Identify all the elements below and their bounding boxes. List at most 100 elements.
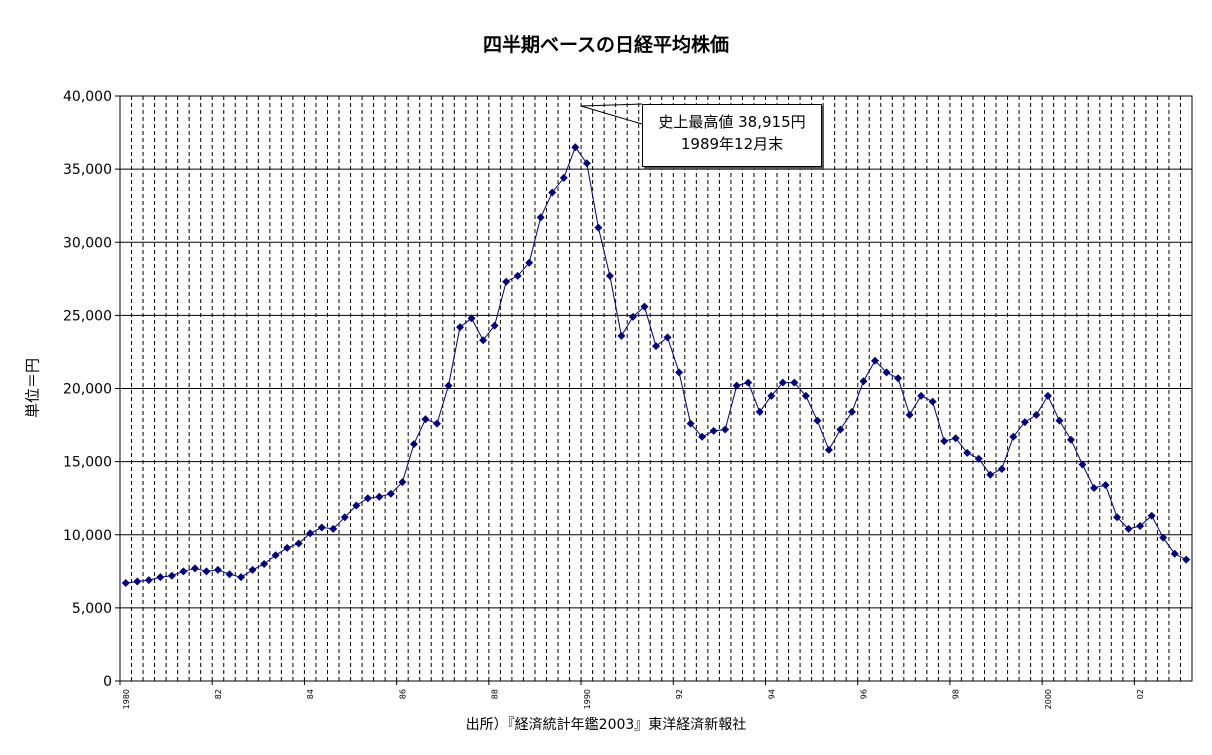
x-tick-label: 86 bbox=[398, 689, 407, 699]
x-tick-label: 2000 bbox=[1044, 689, 1053, 709]
data-point bbox=[467, 314, 476, 323]
data-point bbox=[213, 565, 222, 574]
data-point bbox=[859, 377, 868, 386]
data-point bbox=[1124, 524, 1133, 533]
data-point bbox=[836, 425, 845, 434]
x-tick-label: 84 bbox=[306, 689, 315, 699]
data-point bbox=[974, 454, 983, 463]
data-point bbox=[294, 539, 303, 548]
data-point bbox=[260, 560, 269, 568]
data-point bbox=[652, 342, 660, 351]
data-point bbox=[329, 524, 338, 533]
data-point bbox=[963, 448, 972, 457]
x-tick-label: 88 bbox=[491, 689, 500, 699]
peak-annotation-line1: 史上最高値 38,915円 bbox=[658, 113, 806, 131]
data-point bbox=[179, 567, 188, 576]
x-tick-label: 1980 bbox=[122, 689, 131, 709]
data-point bbox=[317, 523, 326, 532]
data-point bbox=[917, 391, 926, 400]
y-tick-label: 10,000 bbox=[63, 528, 112, 544]
data-point bbox=[409, 440, 418, 449]
data-point bbox=[1170, 549, 1179, 558]
data-point bbox=[271, 551, 280, 560]
data-point bbox=[144, 576, 153, 585]
data-point bbox=[767, 391, 776, 400]
data-point bbox=[352, 501, 361, 510]
data-point bbox=[502, 277, 511, 286]
data-point bbox=[813, 416, 822, 425]
data-point bbox=[605, 271, 614, 280]
data-point bbox=[190, 564, 199, 573]
y-tick-label: 35,000 bbox=[63, 162, 112, 178]
data-point bbox=[675, 368, 684, 377]
data-point bbox=[306, 529, 315, 538]
data-point bbox=[1066, 435, 1075, 444]
data-point bbox=[1090, 483, 1099, 492]
data-point bbox=[1043, 391, 1052, 400]
x-tick-label: 1990 bbox=[583, 689, 592, 709]
data-point bbox=[1147, 511, 1156, 520]
data-point bbox=[1055, 416, 1064, 425]
data-point bbox=[997, 464, 1006, 473]
data-point bbox=[628, 312, 637, 321]
data-point bbox=[513, 271, 522, 280]
data-point bbox=[1182, 555, 1191, 564]
data-point bbox=[617, 331, 626, 340]
data-point bbox=[986, 470, 995, 479]
y-tick-label: 15,000 bbox=[63, 455, 112, 471]
x-tick-label: 92 bbox=[675, 689, 684, 699]
data-point bbox=[167, 571, 176, 580]
data-point bbox=[709, 426, 718, 435]
data-point bbox=[1020, 418, 1029, 427]
series-line bbox=[125, 146, 1187, 584]
x-tick-label: 02 bbox=[1136, 689, 1145, 699]
data-point bbox=[479, 336, 488, 345]
data-point bbox=[571, 143, 580, 152]
data-point bbox=[156, 573, 165, 582]
data-point bbox=[133, 577, 142, 586]
data-point bbox=[894, 374, 903, 383]
data-point bbox=[928, 397, 937, 406]
data-point bbox=[283, 543, 292, 552]
data-point bbox=[744, 378, 753, 387]
data-point bbox=[951, 434, 960, 443]
data-point bbox=[340, 513, 349, 522]
data-point bbox=[536, 213, 545, 222]
data-point bbox=[1136, 521, 1145, 530]
data-point bbox=[363, 494, 372, 503]
data-point bbox=[398, 478, 407, 487]
data-point bbox=[698, 432, 707, 441]
data-point bbox=[225, 570, 234, 579]
data-point bbox=[640, 302, 649, 311]
x-tick-label: 94 bbox=[767, 689, 776, 699]
data-point bbox=[1113, 513, 1122, 522]
data-point bbox=[559, 173, 568, 182]
data-point bbox=[778, 378, 787, 387]
y-tick-label: 25,000 bbox=[63, 308, 112, 324]
data-point bbox=[721, 425, 730, 434]
callout-pointer bbox=[580, 105, 643, 125]
data-point bbox=[732, 381, 741, 390]
data-point bbox=[248, 565, 257, 574]
y-tick-label: 0 bbox=[103, 674, 112, 690]
data-point bbox=[582, 159, 591, 168]
chart-title: 四半期ベースの日経平均株価 bbox=[482, 34, 730, 56]
peak-annotation-line2: 1989年12月末 bbox=[680, 135, 784, 153]
data-point bbox=[525, 258, 534, 267]
data-point bbox=[386, 489, 395, 498]
data-point bbox=[1032, 410, 1041, 419]
data-point bbox=[790, 378, 799, 387]
x-tick-label: 82 bbox=[214, 689, 223, 699]
x-tick-label: 98 bbox=[952, 689, 961, 699]
data-point bbox=[1101, 481, 1110, 490]
data-point bbox=[375, 492, 384, 501]
peak-annotation: 史上最高値 38,915円 1989年12月末 bbox=[642, 104, 822, 167]
y-tick-label: 20,000 bbox=[63, 382, 112, 398]
data-point bbox=[594, 223, 603, 232]
callout-pointer bbox=[580, 103, 643, 107]
data-point bbox=[444, 381, 453, 390]
data-point bbox=[202, 567, 211, 576]
y-tick-label: 30,000 bbox=[63, 235, 112, 251]
data-point bbox=[940, 437, 949, 446]
